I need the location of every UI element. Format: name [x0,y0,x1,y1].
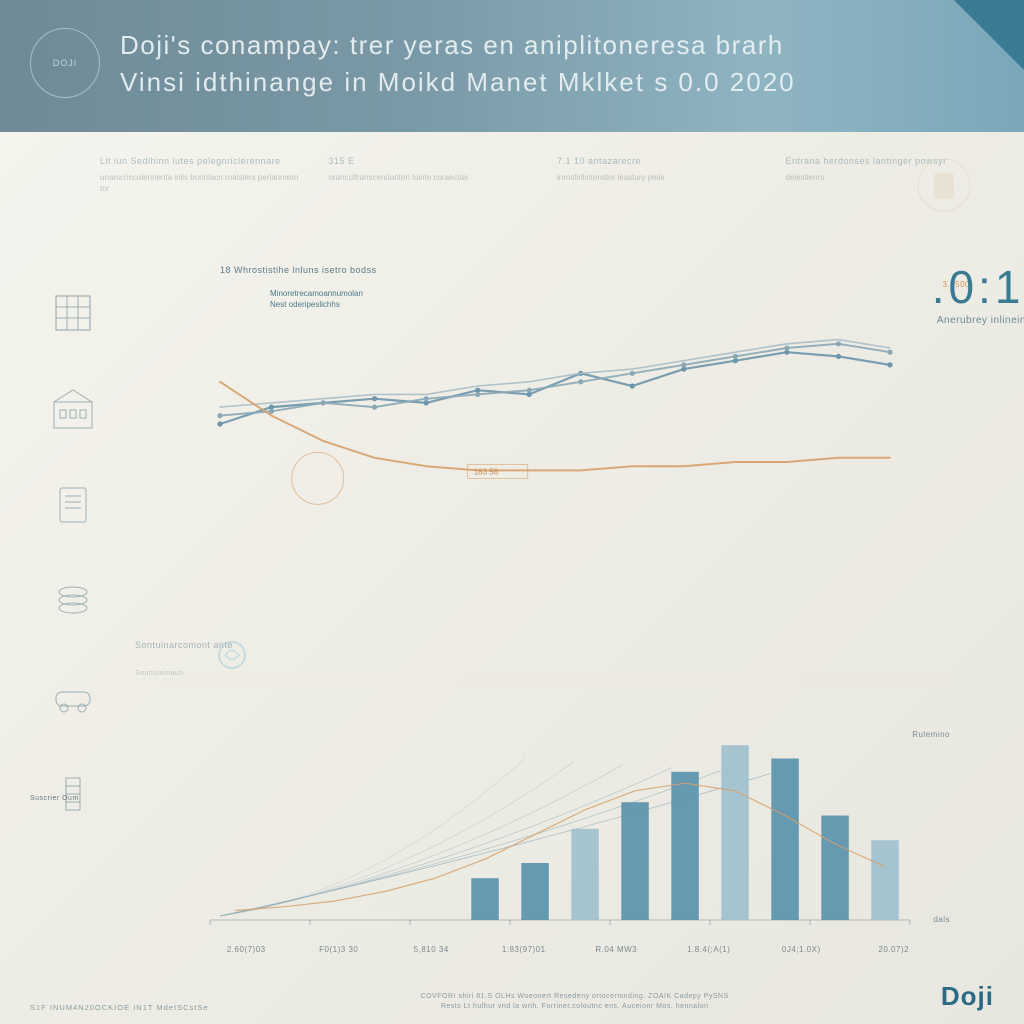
info-item-body: inrostirilintenstre leastury peile [557,172,756,183]
coins-stack-icon [50,578,96,624]
info-item: Lit iun Sedihinn lutes pelegnriclerennar… [100,155,299,245]
bar-right-label: dals [933,915,950,924]
bar-chart-svg [200,720,940,940]
svg-text:183 56: 183 56 [474,467,499,476]
x-tick: 5,810 34 [385,945,478,954]
info-item: 7.1 10 antazarecre inrostirilintenstre l… [557,155,756,245]
footer-brand-logo: Doji [941,981,994,1012]
savings-jar-icon [914,155,974,215]
line-chart: 18 Whrostistihe lnluns isetro bodss Mino… [200,280,910,510]
page-title: Doji's conampay: trer yeras en anipliton… [120,30,984,61]
left-icon-column [30,290,120,816]
x-tick: 1.8.4(;A(1) [663,945,756,954]
info-item-body: orancultranscendanten luinte coraectas [329,172,528,183]
vehicle-icon [50,674,96,720]
footer: S1F INUM4N20OCKIOE IN1T MdetSCstSe COVFO… [30,981,994,1012]
line-chart-legend: Minoretrecamoannumolan Nest oderipeslich… [270,288,363,310]
swirl-icon [215,638,265,672]
line-chart-title: 18 Whrostistihe lnluns isetro bodss [220,265,377,275]
header-corner-accent [954,0,1024,70]
x-tick: 1:83(97)01 [478,945,571,954]
brand-globe-icon: DOJI [30,28,100,98]
left-caption: Suscrier Oum [30,795,79,802]
secondary-guideline [135,670,955,690]
x-axis-labels: 2.60(7)03 F0(1)3 30 5,810 34 1:83(97)01 … [200,945,940,954]
footer-mid-a: COVFORI shiri 81.S OLHs Woeonert Reseden… [421,992,729,1002]
page-subtitle: Vinsi idthinange in Moikd Manet Mklket s… [120,67,984,98]
tower-icon [50,770,96,816]
info-item-title: Lit iun Sedihinn lutes pelegnriclerennar… [100,155,299,168]
footer-mid-text: COVFORI shiri 81.S OLHs Woeonert Reseden… [421,992,729,1012]
bar-right-label: Rulemino [912,730,950,739]
x-tick: F0(1)3 30 [293,945,386,954]
footer-left-text: S1F INUM4N20OCKIOE IN1T MdetSCstSe [30,1003,209,1012]
brand-logo-text: DOJI [53,58,78,68]
x-tick: 20.07)2 [848,945,941,954]
headline-number-caption: Anerubrey inlineinClons [937,315,1024,326]
legend-item: Minoretrecamoannumolan [270,288,363,299]
info-strip: Lit iun Sedihinn lutes pelegnriclerennar… [100,155,984,245]
footer-mid-b: Rests Lt hulhur vnd la wrih. Forriner.co… [421,1002,729,1012]
info-item-body: unarscrincolennenta inlis borinlacn roat… [100,172,299,194]
line-chart-svg: 183 56 [200,280,910,510]
secondary-strip: Sontuinarcomont ante Soumuninaun [135,640,984,700]
legend-item: Nest oderipeslichhs [270,299,363,310]
headline-number: .0:17 [932,260,1024,314]
x-tick: R.04 MW3 [570,945,663,954]
info-item-title: 7.1 10 antazarecre [557,155,756,168]
header-banner: DOJI Doji's conampay: trer yeras en anip… [0,0,1024,132]
info-item: 315 E orancultranscendanten luinte corae… [329,155,528,245]
document-icon [50,482,96,528]
bar-chart: Rulemino dals [200,720,940,940]
x-tick: 2.60(7)03 [200,945,293,954]
x-tick: 0J4;1.0X) [755,945,848,954]
grid-building-icon [50,290,96,336]
info-item-title: 315 E [329,155,528,168]
townhouse-icon [50,386,96,432]
